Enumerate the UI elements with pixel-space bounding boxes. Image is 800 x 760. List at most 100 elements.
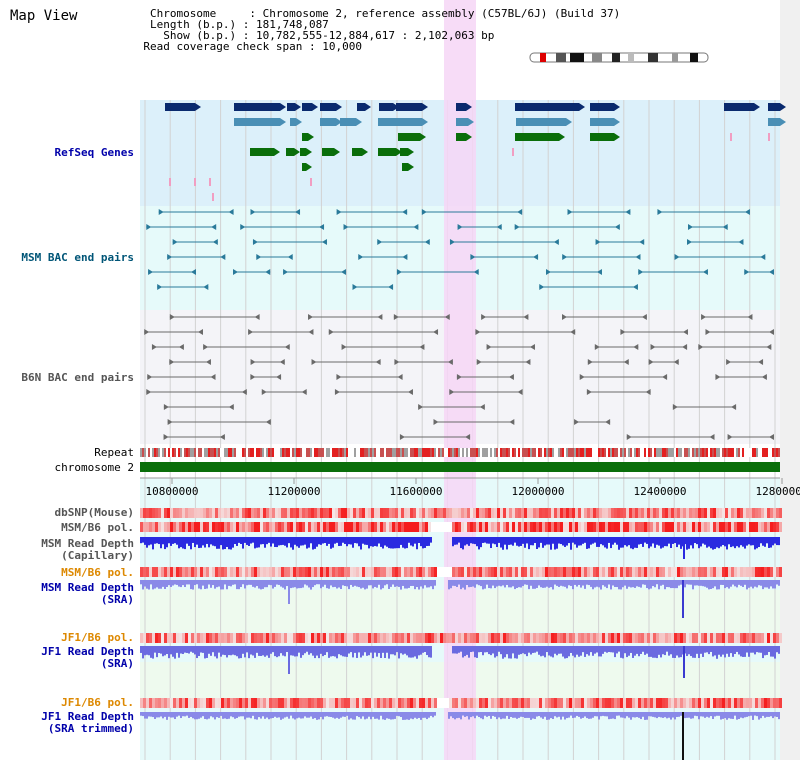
heat-cell — [407, 633, 410, 643]
gene-arrow — [754, 103, 760, 111]
depth-bar — [178, 646, 180, 658]
repeat-mark — [336, 448, 338, 457]
depth-bar — [350, 712, 352, 719]
bac-end — [167, 419, 173, 425]
heat-cell — [500, 567, 503, 577]
depth-bar — [456, 646, 458, 654]
bac-end — [545, 269, 551, 275]
bac-end — [396, 269, 402, 275]
depth-bar — [176, 537, 178, 545]
depth-bar — [350, 646, 352, 653]
bac-end — [419, 344, 425, 350]
depth-spike — [683, 646, 685, 678]
track-label-msm-bac[interactable]: MSM BAC end pairs — [21, 251, 134, 264]
track-label-refseq[interactable]: RefSeq Genes — [54, 146, 134, 159]
heat-cell — [371, 522, 374, 532]
heat-cell — [284, 698, 287, 708]
depth-bar — [568, 646, 570, 657]
heat-cell — [287, 698, 290, 708]
heat-cell — [386, 522, 389, 532]
depth-bar — [692, 646, 694, 658]
repeat-mark — [746, 448, 748, 457]
heat-cell — [284, 633, 287, 643]
bac-end — [197, 329, 203, 335]
depth-bar — [686, 646, 688, 657]
depth-bar — [264, 580, 266, 588]
heat-cell — [236, 522, 239, 532]
depth-bar — [484, 537, 486, 543]
track-label-b6n-bac[interactable]: B6N BAC end pairs — [21, 371, 134, 384]
heat-cell — [653, 508, 656, 518]
heat-cell — [446, 633, 449, 643]
depth-bar — [698, 712, 700, 720]
bac-end — [250, 374, 256, 380]
depth-bar — [478, 646, 480, 653]
depth-bar — [374, 580, 376, 587]
heat-cell — [578, 522, 581, 532]
heat-cell — [167, 567, 170, 577]
depth-bar — [212, 646, 214, 653]
heat-cell — [533, 522, 536, 532]
heat-cell — [551, 567, 554, 577]
depth-bar — [762, 712, 764, 716]
heat-cell — [449, 567, 452, 577]
depth-bar — [158, 646, 160, 653]
repeat-mark — [588, 448, 590, 457]
depth-bar — [660, 580, 662, 586]
depth-bar — [492, 646, 494, 654]
depth-bar — [646, 712, 648, 720]
depth-bar — [302, 580, 304, 588]
heat-cell — [749, 698, 752, 708]
heat-cell — [395, 698, 398, 708]
depth-bar — [528, 646, 530, 653]
heat-cell — [545, 522, 548, 532]
repeat-mark — [394, 448, 396, 457]
gene-feature — [400, 148, 408, 156]
depth-bar — [352, 580, 354, 587]
depth-bar — [250, 537, 252, 544]
heat-cell — [443, 567, 446, 577]
heat-cell — [314, 522, 317, 532]
depth-bar — [474, 537, 476, 545]
depth-bar — [676, 580, 678, 589]
heat-cell — [332, 633, 335, 643]
depth-bar — [740, 537, 742, 546]
gene-feature — [302, 133, 308, 141]
heat-cell — [305, 633, 308, 643]
heat-cell — [593, 633, 596, 643]
depth-bar — [168, 712, 170, 717]
heat-cell — [734, 508, 737, 518]
heat-cell — [398, 633, 401, 643]
heat-cell — [740, 633, 743, 643]
heat-cell — [689, 567, 692, 577]
depth-bar — [154, 580, 156, 589]
depth-bar — [166, 646, 168, 655]
repeat-mark — [446, 448, 448, 457]
heat-cell — [383, 698, 386, 708]
depth-bar — [574, 712, 576, 718]
depth-bar — [300, 580, 302, 589]
depth-bar — [338, 580, 340, 588]
depth-bar — [700, 712, 702, 717]
depth-bar — [676, 537, 678, 548]
heat-cell — [683, 567, 686, 577]
heat-cell — [755, 522, 758, 532]
heat-cell — [140, 508, 143, 518]
heat-cell — [185, 633, 188, 643]
heat-cell — [524, 633, 527, 643]
pseudo-gene — [768, 133, 770, 141]
heat-cell — [461, 508, 464, 518]
depth-bar — [242, 580, 244, 585]
heat-cell — [203, 698, 206, 708]
depth-bar — [520, 537, 522, 546]
gene-arrow — [408, 163, 414, 171]
repeat-mark — [638, 448, 640, 457]
bac-end — [233, 269, 239, 275]
depth-bar — [648, 537, 650, 549]
heat-cell — [779, 567, 782, 577]
heat-cell — [152, 567, 155, 577]
repeat-mark — [392, 448, 394, 457]
heat-cell — [686, 633, 689, 643]
heat-cell — [566, 567, 569, 577]
